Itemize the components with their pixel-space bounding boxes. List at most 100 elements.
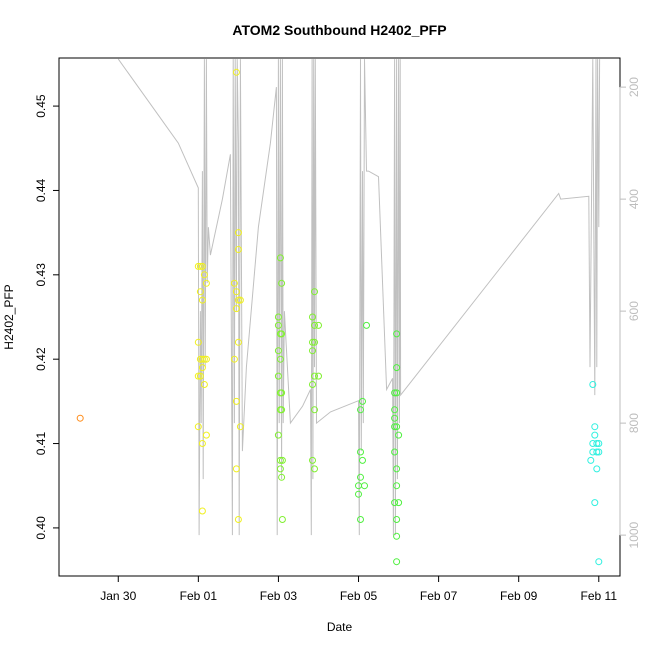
x-tick-label: Feb 07 (420, 589, 458, 603)
data-point (232, 305, 240, 313)
y-tick-label: 0.40 (34, 516, 48, 540)
data-point (357, 473, 364, 481)
data-point (234, 516, 242, 523)
data-point (200, 271, 208, 279)
data-point (391, 389, 399, 397)
right-tick-label: 800 (627, 413, 641, 433)
data-point (236, 296, 244, 304)
data-point (311, 338, 318, 346)
data-point (232, 288, 240, 296)
data-point (593, 440, 601, 447)
data-point (315, 321, 322, 329)
data-point (234, 296, 242, 304)
data-point (391, 499, 399, 507)
plot-area (76, 58, 603, 566)
data-point (357, 516, 364, 523)
data-point (591, 499, 599, 507)
data-point (393, 423, 401, 431)
data-point (234, 246, 242, 253)
data-point (359, 397, 366, 405)
right-tick-label: 1000 (627, 521, 641, 548)
data-point (361, 482, 368, 490)
data-point (194, 423, 202, 431)
data-point (595, 448, 603, 456)
right-tick-label: 200 (627, 77, 641, 97)
data-point (391, 414, 399, 422)
data-point (198, 440, 206, 447)
data-point (391, 448, 399, 456)
data-point (311, 406, 318, 414)
data-point (309, 338, 316, 346)
data-point (363, 321, 370, 329)
data-point (236, 423, 244, 431)
data-point (202, 279, 210, 287)
data-point (395, 431, 403, 439)
data-point (309, 381, 316, 388)
data-point (274, 347, 282, 355)
data-point (393, 330, 401, 338)
data-point (278, 406, 286, 414)
data-point (232, 68, 240, 76)
data-point (196, 372, 204, 380)
data-point (359, 456, 366, 464)
data-point (311, 288, 318, 296)
data-point (393, 465, 401, 473)
data-point (274, 321, 282, 329)
data-point (278, 456, 286, 464)
x-tick-label: Feb 01 (180, 589, 218, 603)
data-point (200, 381, 208, 388)
data-point (234, 338, 242, 346)
y-tick-label: 0.42 (34, 347, 48, 371)
data-point (393, 389, 401, 397)
data-point (589, 381, 597, 388)
data-point (198, 296, 206, 304)
data-point (311, 465, 318, 473)
data-point (309, 456, 316, 464)
data-point (196, 288, 204, 296)
data-point (357, 448, 364, 456)
data-point (198, 364, 206, 372)
x-tick-label: Feb 05 (340, 589, 378, 603)
data-point (194, 262, 202, 270)
data-point (230, 279, 238, 287)
data-point (194, 372, 202, 380)
data-point (393, 516, 401, 523)
plot-frame (58, 57, 621, 577)
data-point (278, 516, 286, 523)
data-point (309, 347, 316, 355)
data-point (274, 431, 282, 439)
data-point (393, 558, 401, 566)
data-point (391, 406, 399, 414)
data-point (278, 279, 286, 287)
data-point (232, 397, 240, 405)
data-point (76, 414, 84, 422)
data-point (230, 355, 238, 363)
x-tick-label: Feb 09 (500, 589, 538, 603)
y-tick-label: 0.45 (34, 94, 48, 118)
data-point (232, 465, 240, 473)
data-point (234, 229, 242, 237)
data-point (198, 355, 206, 363)
y-axis-label: H2402_PFP (2, 284, 16, 349)
data-point (593, 465, 601, 473)
data-point (309, 313, 316, 321)
data-point (357, 406, 364, 414)
data-point (395, 499, 403, 507)
data-point (196, 262, 204, 270)
data-point (591, 431, 599, 439)
data-point (591, 423, 599, 431)
data-point (315, 372, 322, 380)
y-axis-right: 200 400 600 800 1000 (619, 77, 641, 548)
data-point (200, 355, 208, 363)
data-point (276, 465, 284, 473)
right-tick-label: 400 (627, 189, 641, 209)
data-point (202, 431, 210, 439)
data-point (276, 456, 284, 464)
data-point (595, 558, 603, 566)
data-point (278, 330, 286, 338)
data-point (274, 313, 282, 321)
data-point (391, 423, 399, 431)
data-point (393, 532, 401, 540)
data-point (595, 440, 603, 447)
